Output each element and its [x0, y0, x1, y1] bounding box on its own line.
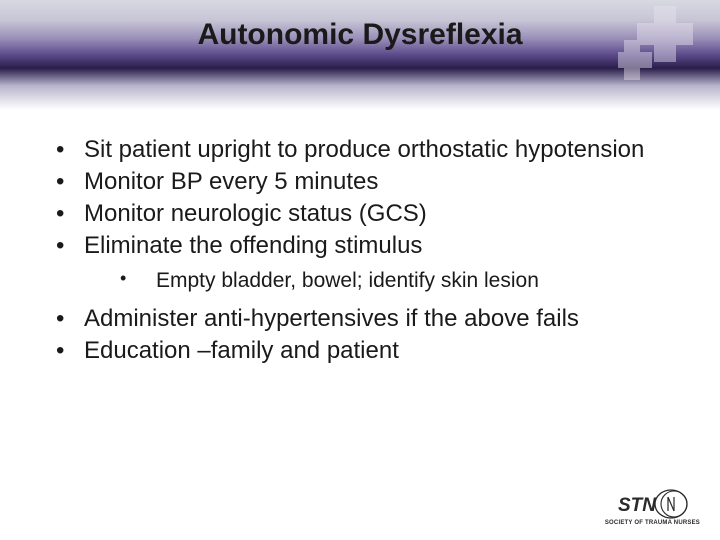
logo-caption: SOCIETY OF TRAUMA NURSES: [605, 520, 700, 526]
bullet-item: Monitor neurologic status (GCS): [48, 199, 668, 229]
bullet-item: Monitor BP every 5 minutes: [48, 167, 668, 197]
slide: Autonomic Dysreflexia Sit patient uprigh…: [0, 0, 720, 540]
stn-logo-icon: STN: [616, 489, 688, 519]
sub-bullet-item: Empty bladder, bowel; identify skin lesi…: [84, 267, 668, 294]
header-gradient-band: [0, 0, 720, 110]
slide-title: Autonomic Dysreflexia: [0, 18, 720, 52]
bullet-item: Education –family and patient: [48, 336, 668, 366]
stn-logo: STN SOCIETY OF TRAUMA NURSES: [605, 489, 700, 526]
svg-text:STN: STN: [618, 495, 657, 516]
slide-body: Sit patient upright to produce orthostat…: [48, 135, 668, 368]
bullet-item: Administer anti-hypertensives if the abo…: [48, 304, 668, 334]
bullet-item: Sit patient upright to produce orthostat…: [48, 135, 668, 165]
bullet-item: Eliminate the offending stimulus: [48, 231, 668, 261]
